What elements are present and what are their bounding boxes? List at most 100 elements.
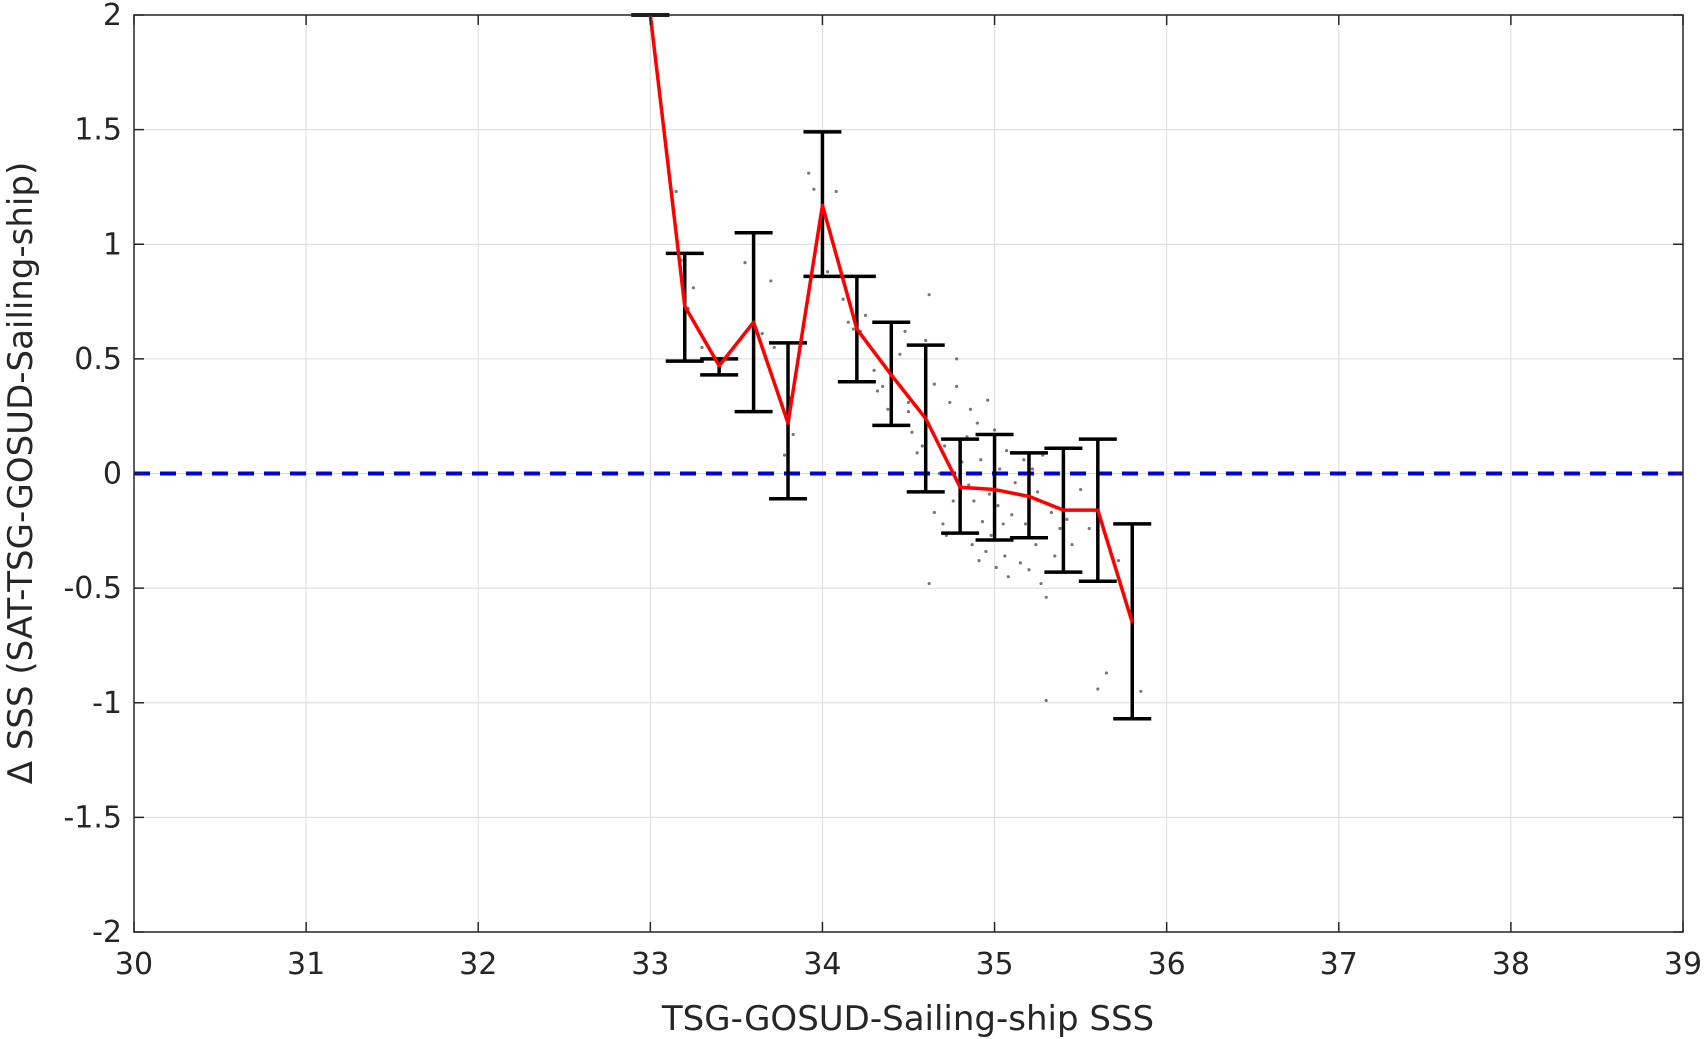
scatter-point-26: [886, 407, 890, 411]
scatter-point-21: [863, 313, 868, 317]
y-tick-label-1: -1.5: [63, 800, 122, 835]
scatter-point-92: [1096, 687, 1100, 691]
scatter-point-52: [970, 542, 974, 547]
scatter-point-8: [769, 279, 773, 283]
scatter-point-85: [1053, 554, 1057, 558]
scatter-point-18: [846, 320, 850, 324]
scatter-point-71: [1013, 481, 1017, 485]
y-tick-label-2: -1: [92, 686, 122, 721]
scatter-point-88: [1065, 517, 1069, 521]
scatter-point-74: [1022, 458, 1026, 462]
scatter-point-66: [1001, 522, 1005, 526]
scatter-point-36: [927, 293, 931, 297]
scatter-point-24: [875, 389, 880, 393]
scatter-point-15: [834, 189, 838, 194]
scatter-point-51: [968, 407, 973, 411]
y-tick-label-4: 0: [103, 457, 122, 492]
scatter-point-79: [1035, 490, 1040, 494]
y-axis-ticks: -2 -1.5 -1 -0.5 0 0.5 1 1.5 2: [63, 0, 1683, 950]
x-tick-label-0: 30: [115, 947, 153, 982]
x-tick-label-2: 32: [459, 947, 497, 982]
scatter-point-3: [700, 345, 704, 350]
y-tick-label-5: 0.5: [74, 342, 122, 377]
scatter-point-69: [1006, 575, 1010, 579]
scatter-point-80: [1039, 581, 1043, 586]
scatter-point-82: [1044, 595, 1048, 599]
scatter-point-29: [898, 352, 902, 356]
scatter-point-0: [674, 189, 678, 194]
scatter-point-58: [984, 549, 988, 554]
scatter-point-62: [992, 428, 997, 432]
scatter-point-60: [987, 492, 991, 496]
scatter-point-23: [872, 368, 876, 372]
scatter-point-35: [924, 338, 928, 343]
scatter-point-70: [1010, 513, 1014, 517]
scatter-point-32: [910, 430, 914, 434]
scatter-point-96: [927, 581, 931, 586]
scatter-point-68: [1005, 448, 1009, 453]
scatter-point-11: [782, 453, 787, 457]
y-axis-title: Δ SSS (SAT-TSG-GOSUD-Sailing-ship): [1, 162, 41, 784]
x-tick-label-1: 31: [287, 947, 325, 982]
scatter-point-53: [972, 499, 976, 503]
scatter-points: [674, 171, 1143, 703]
scatter-point-54: [975, 421, 979, 425]
scatter-point-19: [851, 327, 856, 331]
x-axis-ticks: 30 31 32 33 34 35 36 37 38 39: [115, 15, 1702, 982]
scatter-point-83: [1044, 698, 1048, 703]
scatter-point-73: [1018, 561, 1022, 565]
y-tick-label-3: -0.5: [63, 571, 122, 606]
scatter-point-16: [826, 270, 830, 274]
scatter-point-42: [948, 400, 952, 405]
scatter-point-13: [807, 171, 811, 175]
mean-line: [648, 14, 1134, 624]
scatter-point-63: [994, 565, 998, 570]
scatter-point-65: [998, 467, 1002, 471]
scatter-point-9: [772, 345, 776, 350]
scatter-point-37: [932, 382, 936, 386]
scatter-point-99: [955, 357, 959, 361]
x-tick-label-6: 36: [1148, 947, 1186, 982]
scatter-point-56: [979, 458, 983, 462]
scatter-point-7: [760, 332, 764, 336]
x-tick-label-9: 39: [1664, 947, 1702, 982]
scatter-point-39: [941, 522, 945, 526]
scatter-point-93: [1104, 671, 1109, 675]
scatter-point-64: [996, 503, 1000, 508]
scatter-point-5: [743, 260, 747, 265]
scatter-point-94: [1116, 559, 1121, 563]
scatter-point-44: [951, 499, 955, 503]
y-tick-label-8: 2: [103, 0, 122, 33]
y-tick-label-0: -2: [92, 915, 122, 950]
scatter-point-40: [943, 444, 947, 448]
scatter-point-61: [989, 533, 993, 537]
scatter-point-90: [1079, 487, 1083, 492]
scatter-point-89: [1070, 542, 1074, 547]
scatter-point-30: [903, 329, 907, 333]
scatter-point-67: [1003, 554, 1007, 558]
scatter-point-77: [1030, 467, 1035, 471]
y-tick-label-7: 1.5: [74, 113, 122, 148]
scatter-point-25: [881, 384, 885, 388]
scatter-point-98: [906, 410, 911, 414]
scatter-point-95: [1139, 689, 1143, 693]
scatter-point-78: [1034, 542, 1038, 547]
x-tick-label-3: 33: [631, 947, 669, 982]
scatter-point-76: [1027, 568, 1031, 572]
x-tick-label-5: 35: [975, 947, 1013, 982]
scatter-point-14: [812, 187, 816, 191]
scatter-point-33: [915, 451, 919, 455]
scatter-point-1: [691, 286, 695, 290]
scatter-point-91: [1087, 526, 1091, 531]
x-tick-label-8: 38: [1492, 947, 1530, 982]
scatter-point-75: [1023, 522, 1028, 526]
scatter-point-97: [932, 510, 936, 515]
x-tick-label-4: 34: [803, 947, 841, 982]
scatter-point-17: [841, 297, 845, 301]
scatter-point-45: [955, 384, 959, 388]
scatter-point-84: [1049, 510, 1053, 515]
x-axis-title: TSG-GOSUD-Sailing-ship SSS: [661, 999, 1154, 1039]
scatter-point-10: [791, 432, 795, 437]
scatter-point-86: [1058, 526, 1062, 531]
